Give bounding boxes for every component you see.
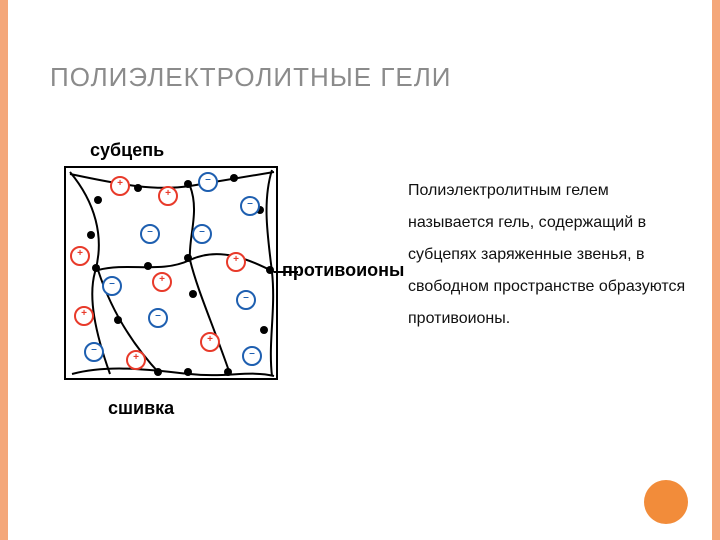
- plus-ion-icon: +: [200, 332, 220, 352]
- minus-ion-icon: –: [198, 172, 218, 192]
- slide-border-left: [0, 0, 8, 540]
- crosslink-node: [266, 266, 274, 274]
- plus-ion-icon: +: [74, 306, 94, 326]
- crosslink-node: [134, 184, 142, 192]
- crosslink-node: [87, 231, 95, 239]
- crosslink-node: [184, 368, 192, 376]
- minus-ion-icon: –: [140, 224, 160, 244]
- minus-ion-icon: –: [192, 224, 212, 244]
- slide-content: ПОЛИЭЛЕКТРОЛИТНЫЕ ГЕЛИ субцепь противоио…: [8, 0, 712, 540]
- gel-diagram: субцепь противоионы сшивка ++++++++–––––…: [38, 140, 378, 430]
- minus-ion-icon: –: [240, 196, 260, 216]
- crosslink-node: [184, 254, 192, 262]
- slide-title: ПОЛИЭЛЕКТРОЛИТНЫЕ ГЕЛИ: [50, 62, 452, 93]
- crosslink-node: [154, 368, 162, 376]
- decor-circle-icon: [644, 480, 688, 524]
- minus-ion-icon: –: [102, 276, 122, 296]
- label-crosslink: сшивка: [108, 398, 174, 419]
- minus-ion-icon: –: [236, 290, 256, 310]
- label-counterions: противоионы: [282, 260, 404, 281]
- leader-line: [274, 271, 298, 273]
- crosslink-node: [114, 316, 122, 324]
- plus-ion-icon: +: [126, 350, 146, 370]
- crosslink-node: [189, 290, 197, 298]
- minus-ion-icon: –: [148, 308, 168, 328]
- plus-ion-icon: +: [226, 252, 246, 272]
- minus-ion-icon: –: [242, 346, 262, 366]
- plus-ion-icon: +: [158, 186, 178, 206]
- plus-ion-icon: +: [152, 272, 172, 292]
- crosslink-node: [94, 196, 102, 204]
- crosslink-node: [260, 326, 268, 334]
- plus-ion-icon: +: [70, 246, 90, 266]
- minus-ion-icon: –: [84, 342, 104, 362]
- crosslink-node: [184, 180, 192, 188]
- slide-border-right: [712, 0, 720, 540]
- slide-body-text: Полиэлектролитным гелем называется гель,…: [408, 175, 688, 335]
- crosslink-node: [92, 264, 100, 272]
- crosslink-node: [144, 262, 152, 270]
- label-subchain: субцепь: [90, 140, 164, 161]
- crosslink-node: [224, 368, 232, 376]
- plus-ion-icon: +: [110, 176, 130, 196]
- crosslink-node: [230, 174, 238, 182]
